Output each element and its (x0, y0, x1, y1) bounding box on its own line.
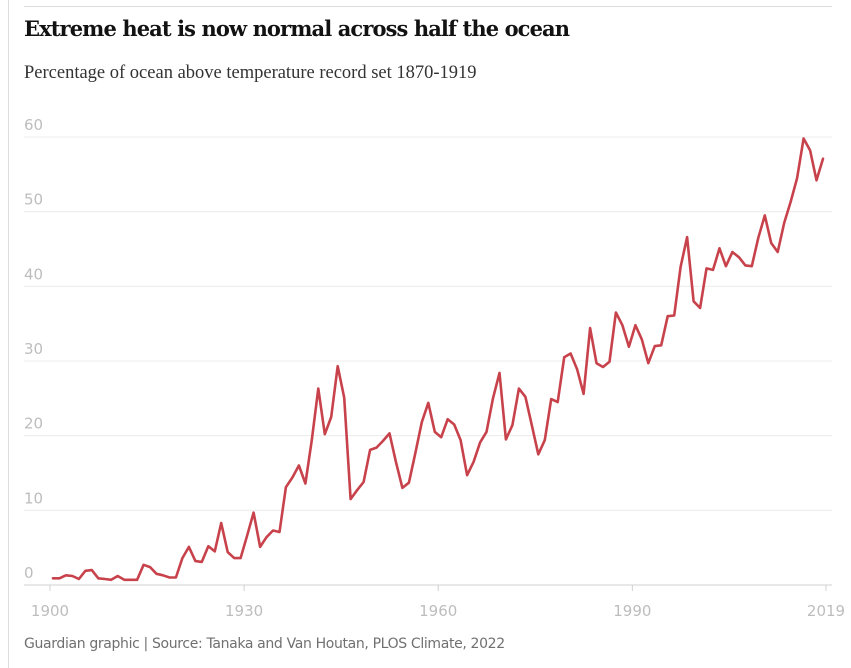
chart-title: Extreme heat is now normal across half t… (24, 16, 570, 41)
y-tick-label: 40 (24, 265, 43, 283)
series-line (51, 137, 825, 582)
chart-subtitle: Percentage of ocean above temperature re… (24, 63, 477, 83)
y-tick-label: 50 (24, 191, 43, 209)
frame-left-border (8, 0, 9, 668)
y-tick-label: 60 (24, 116, 43, 134)
x-tick-label: 1990 (613, 602, 651, 620)
x-tick-label: 2019 (807, 602, 845, 620)
x-axis: 1900 1930 1960 1990 2019 (24, 584, 845, 620)
y-tick-label: 20 (24, 415, 43, 433)
y-tick-label: 30 (24, 340, 43, 358)
x-tick-label: 1900 (31, 602, 69, 620)
y-tick-label: 0 (24, 564, 34, 582)
frame-top-rule (24, 6, 832, 7)
y-axis-tick-labels: 0 10 20 30 40 50 60 (24, 116, 43, 582)
y-tick-label: 10 (24, 489, 43, 507)
source-credit: Guardian graphic | Source: Tanaka and Va… (24, 636, 505, 652)
x-tick-label: 1930 (225, 602, 263, 620)
gridlines (24, 136, 832, 511)
series-layer (51, 137, 825, 582)
x-tick-label: 1960 (419, 602, 457, 620)
